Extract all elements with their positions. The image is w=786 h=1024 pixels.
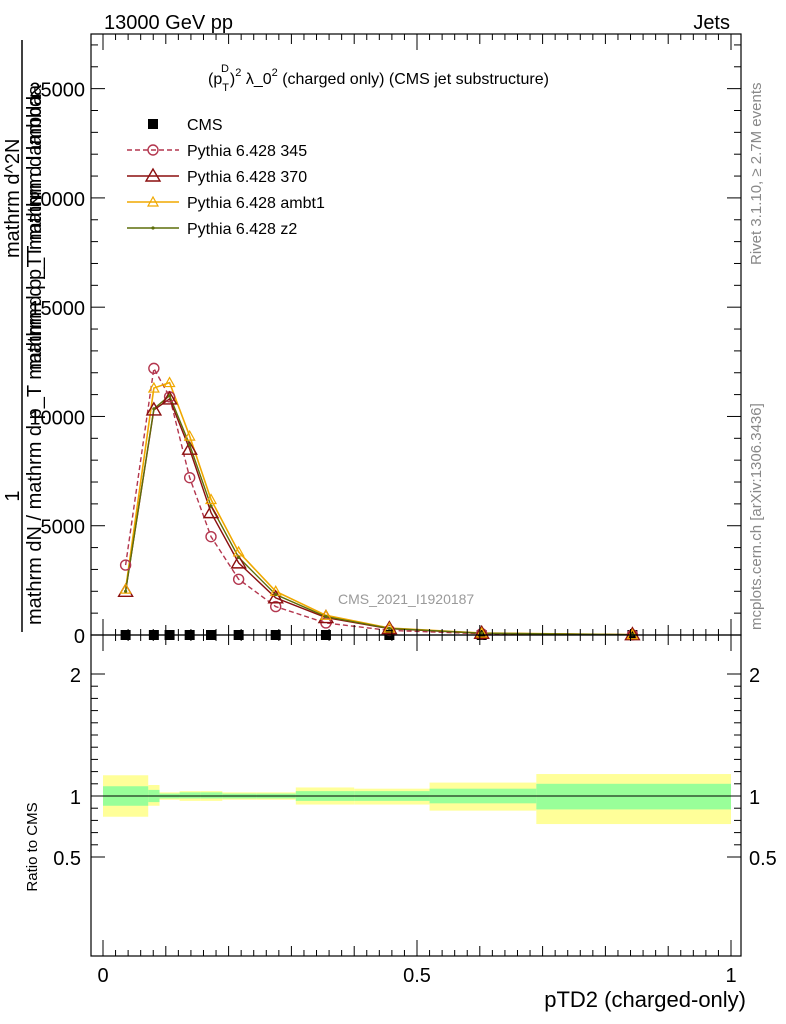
ratio-ytick-label-left: 1 [70, 787, 81, 809]
main-ytick-label: 25000 [29, 80, 85, 102]
ratio-ylabel: Ratio to CMS [24, 802, 41, 891]
data-point-pythia-370 [202, 504, 220, 519]
data-point-pythia-370 [473, 624, 490, 639]
data-point-pythia-345 [205, 530, 217, 543]
ratio-ytick-label-left: 0.5 [53, 848, 81, 870]
xtick-label: 0.5 [403, 965, 431, 987]
header-jets-label: Jets [693, 12, 730, 34]
main-ylabel-dpt-dlambda: mathrm d p_T mathrm d lambda [24, 84, 46, 370]
data-point-pythia-ambt1 [626, 628, 639, 640]
data-point-pythia-z2 [324, 615, 328, 619]
data-point-pythia-345 [232, 573, 245, 585]
main-ytick-label: 10000 [29, 407, 85, 429]
ratio-band-inner-4 [200, 792, 223, 799]
main-ylabel-numerator: 1 [2, 490, 24, 501]
xtick-label: 1 [725, 965, 736, 987]
main-ylabel-d2n: mathrm d^2N [2, 139, 24, 258]
data-point-pythia-370 [230, 554, 247, 569]
legend-marker-pythia-z2 [151, 226, 155, 230]
main-ytick-label: 20000 [29, 189, 85, 211]
ratio-band-inner-10 [536, 783, 731, 810]
data-point-pythia-z2 [188, 443, 192, 447]
data-point-pythia-345 [183, 471, 196, 484]
data-point-pythia-z2 [152, 407, 156, 411]
data-point-pythia-z2 [274, 592, 278, 597]
series-line-pythia-345 [124, 366, 633, 636]
data-point-pythia-370 [381, 620, 398, 635]
data-point-pythia-370 [267, 589, 284, 604]
rivet-version-label: Rivet 3.1.10, ≥ 2.7M events [748, 83, 765, 266]
data-point-pythia-ambt1 [163, 376, 176, 388]
data-point-pythia-ambt1 [183, 429, 196, 441]
data-point-pythia-ambt1 [475, 626, 488, 638]
main-ytick-label: 5000 [41, 517, 86, 539]
ratio-ytick-label-right: 1 [749, 787, 760, 809]
xtick-label: 0 [97, 965, 108, 987]
legend-label-pythia-370: Pythia 6.428 370 [187, 169, 307, 186]
data-point-pythia-ambt1 [383, 621, 396, 633]
data-point-pythia-z2 [237, 555, 241, 560]
analysis-watermark: CMS_2021_I1920187 [338, 591, 474, 607]
legend-label-cms: CMS [187, 117, 223, 134]
legend-label-pythia-345: Pythia 6.428 345 [187, 143, 307, 160]
legend-marker-pythia-345 [147, 144, 159, 156]
main-ylabel-denominator: mathrm dN / mathrm d p_T mathrm d p_T ma… [24, 94, 46, 625]
data-point-pythia-ambt1 [204, 493, 218, 505]
data-point-pythia-ambt1 [119, 582, 132, 594]
xaxis-label: pTD2 (charged-only) [544, 987, 746, 1012]
ratio-ytick-label-right: 2 [749, 665, 760, 687]
legend-marker-cms [148, 119, 158, 129]
data-point-pythia-ambt1 [319, 609, 332, 620]
legend-marker-pythia-370 [144, 167, 162, 182]
data-point-pythia-345 [119, 559, 132, 571]
data-point-pythia-345 [270, 600, 282, 613]
header-energy-label: 13000 GeV pp [104, 12, 233, 34]
legend: CMS Pythia 6.428 345 Pythia 6.428 370 Pythi… [127, 117, 325, 238]
data-point-pythia-370 [145, 401, 163, 416]
data-point-pythia-345 [148, 362, 160, 375]
data-point-pythia-z2 [124, 589, 128, 593]
data-point-pythia-z2 [167, 394, 172, 398]
data-point-pythia-ambt1 [147, 381, 160, 393]
mcplots-label: mcplots.cern.ch [arXiv:1306.3436] [748, 403, 765, 630]
data-point-pythia-370 [161, 390, 178, 405]
data-point-pythia-z2 [209, 504, 213, 508]
main-ytick-label: 15000 [29, 298, 85, 320]
plot-title: (pTD)2 λ_02 (charged only) (CMS jet subs… [208, 63, 549, 94]
main-ytick-label: 0 [74, 626, 85, 648]
ratio-band-inner-3 [179, 792, 201, 799]
data-point-pythia-370 [181, 440, 198, 455]
legend-marker-pythia-ambt1 [146, 195, 160, 207]
data-point-pythia-z2 [480, 631, 484, 635]
legend-label-pythia-ambt1: Pythia 6.428 ambt1 [187, 195, 325, 212]
legend-label-pythia-z2: Pythia 6.428 z2 [187, 221, 297, 238]
ratio-ytick-label-right: 0.5 [749, 848, 777, 870]
data-point-pythia-370 [624, 626, 641, 641]
data-point-pythia-z2 [387, 626, 391, 631]
ratio-ytick-label-left: 2 [70, 665, 81, 687]
